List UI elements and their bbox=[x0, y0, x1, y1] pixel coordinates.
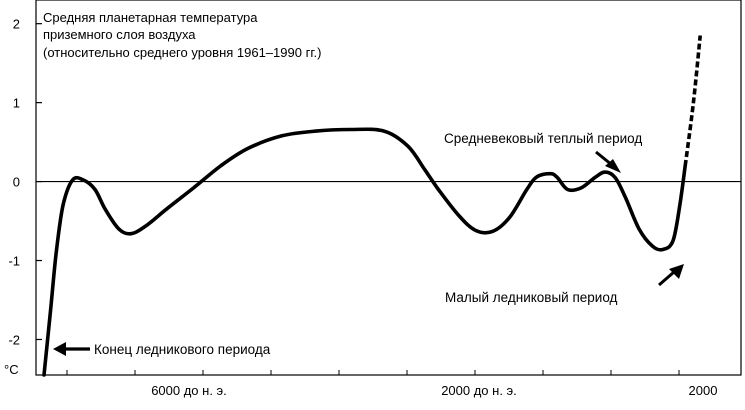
annotation-end-of-ice-age: Конец ледникового периода bbox=[94, 342, 271, 357]
annotation-medieval-warm-period: Средневековый теплый период bbox=[444, 131, 642, 146]
temperature-curve-projection bbox=[683, 35, 702, 167]
y-tick-label: -2 bbox=[8, 332, 20, 347]
arrow-medieval-warm-period bbox=[595, 150, 621, 173]
y-tick-label: 0 bbox=[13, 175, 20, 190]
arrow-end-of-ice-age bbox=[53, 342, 90, 356]
chart-title-line-3: (относительно среднего уровня 1961–1990 … bbox=[43, 45, 321, 60]
y-unit-label: °C bbox=[4, 362, 19, 377]
chart-title-line-2: приземного слоя воздуха bbox=[43, 27, 196, 42]
arrow-little-ice-age bbox=[658, 264, 684, 287]
x-tick-label: 2000 bbox=[689, 383, 718, 398]
x-axis-ticks: 6000 до н. э. 2000 до н. э. 2000 bbox=[66, 370, 718, 398]
plot-frame bbox=[35, 0, 742, 376]
temperature-curve bbox=[42, 127, 687, 377]
y-tick-label: 1 bbox=[13, 96, 20, 111]
x-tick-label: 6000 до н. э. bbox=[151, 383, 227, 398]
y-tick-label: -1 bbox=[8, 254, 20, 269]
chart-title-line-1: Средняя планетарная температура bbox=[43, 10, 258, 25]
y-tick-label: 2 bbox=[13, 17, 20, 32]
x-tick-label: 2000 до н. э. bbox=[441, 383, 517, 398]
annotation-little-ice-age: Малый ледниковый период bbox=[445, 290, 618, 305]
